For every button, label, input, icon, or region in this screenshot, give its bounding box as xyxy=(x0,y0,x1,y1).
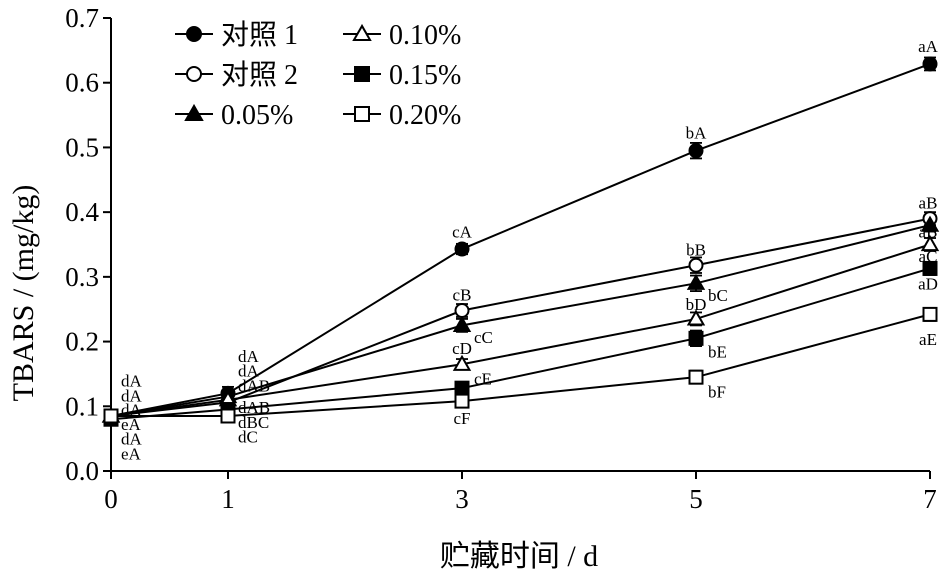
y-axis-title: TBARS / (mg/kg) xyxy=(7,185,40,402)
axis-ticks: 0 1 3 5 7 0.0 0.1 0.2 0.3 0.4 0.5 0.6 0.7 xyxy=(65,3,937,514)
legend: 对照 1 0.10% 对照 2 0.15% 0.05% 0.20% xyxy=(175,19,461,131)
significance-label: cE xyxy=(474,369,492,388)
y-tick-label: 0.3 xyxy=(65,262,99,292)
legend-label: 0.15% xyxy=(389,60,461,91)
significance-label: cF xyxy=(454,409,471,428)
significance-label: cD xyxy=(452,339,472,358)
legend-label: 对照 2 xyxy=(221,59,298,91)
data-point xyxy=(920,215,940,232)
legend-label: 对照 1 xyxy=(221,19,298,51)
significance-label: bE xyxy=(708,342,727,361)
data-point xyxy=(686,273,706,290)
significance-label: aE xyxy=(919,330,937,349)
data-point xyxy=(452,354,472,371)
data-point xyxy=(454,380,470,396)
significance-label: cA xyxy=(452,223,473,242)
data-point xyxy=(922,306,938,322)
y-tick-label: 0.0 xyxy=(65,456,99,486)
x-tick-label: 1 xyxy=(221,484,235,514)
y-tick-label: 0.5 xyxy=(65,132,99,162)
y-tick-label: 0.1 xyxy=(65,391,99,421)
data-point xyxy=(688,257,704,273)
x-tick-label: 3 xyxy=(455,484,469,514)
significance-label: aD xyxy=(918,274,938,293)
significance-label: cC xyxy=(474,328,493,347)
significance-label: dA xyxy=(121,430,143,449)
legend-marker xyxy=(354,106,370,122)
legend-marker xyxy=(186,66,202,82)
significance-label: aB xyxy=(919,223,938,242)
significance-label: dAB xyxy=(238,398,270,417)
legend-marker xyxy=(184,103,204,122)
legend-marker xyxy=(352,23,372,42)
significance-label: eA xyxy=(121,415,142,434)
legend-label: 0.05% xyxy=(221,100,293,131)
data-point xyxy=(922,260,938,276)
data-point xyxy=(454,303,470,319)
significance-label: cB xyxy=(453,285,472,304)
data-point xyxy=(454,241,470,257)
data-point xyxy=(688,143,704,159)
x-axis-title: 贮藏时间 / d xyxy=(440,540,598,573)
x-tick-label: 5 xyxy=(689,484,703,514)
significance-label: bD xyxy=(686,295,707,314)
data-point xyxy=(103,408,119,424)
significance-label: bB xyxy=(686,241,706,260)
significance-label: dA xyxy=(121,401,143,420)
significance-label: eA xyxy=(121,445,142,464)
legend-label: 0.20% xyxy=(389,100,461,131)
significance-label: dA xyxy=(238,362,260,381)
data-point xyxy=(220,408,236,424)
y-tick-label: 0.2 xyxy=(65,327,99,357)
significance-label: aA xyxy=(918,37,939,56)
legend-marker xyxy=(186,26,202,42)
x-tick-label: 7 xyxy=(923,484,937,514)
significance-label: dAB xyxy=(238,377,270,396)
significance-label: dA xyxy=(121,371,143,390)
y-tick-label: 0.6 xyxy=(65,68,99,98)
significance-label: bF xyxy=(708,382,726,401)
data-point xyxy=(688,369,704,385)
data-point xyxy=(922,56,938,72)
significance-label: dA xyxy=(121,386,143,405)
data-point xyxy=(454,393,470,409)
data-point xyxy=(452,315,472,332)
data-markers xyxy=(101,56,940,427)
significance-label: dA xyxy=(238,347,260,366)
significance-label: dC xyxy=(238,428,258,447)
significance-label: bC xyxy=(708,286,728,305)
y-tick-label: 0.7 xyxy=(65,3,99,33)
significance-label: aB xyxy=(919,193,938,212)
axes xyxy=(110,18,930,472)
data-point xyxy=(688,330,704,346)
data-point xyxy=(686,309,706,326)
significance-label: aC xyxy=(919,247,938,266)
legend-marker xyxy=(354,66,370,82)
legend-label: 0.10% xyxy=(389,20,461,51)
significance-label: bA xyxy=(686,124,708,143)
y-tick-label: 0.4 xyxy=(65,197,99,227)
x-tick-label: 0 xyxy=(104,484,118,514)
data-point xyxy=(920,235,940,252)
significance-label: dBC xyxy=(238,413,269,432)
significance-annotations: dAdAdAeAdAeAdAdAdABdABdBCdCcAcBcCcDcEcFb… xyxy=(121,37,939,464)
